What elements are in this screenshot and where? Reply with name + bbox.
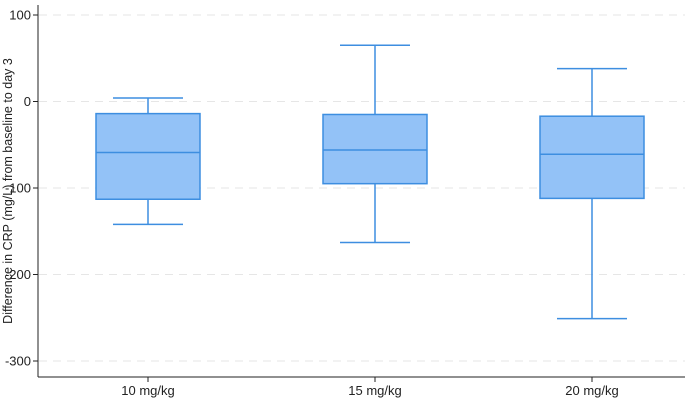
x-tick-label: 15 mg/kg [348, 383, 401, 398]
y-tick-label: 0 [24, 94, 31, 109]
x-tick-label: 20 mg/kg [565, 383, 618, 398]
y-tick-label: -300 [5, 354, 31, 369]
y-axis-ticks: 100 0 -100 -200 -300 [5, 8, 38, 369]
box-1 [95, 97, 201, 226]
interquartile-box [539, 115, 645, 200]
x-tick-label: 10 mg/kg [121, 383, 174, 398]
x-axis-ticks: 10 mg/kg 15 mg/kg 20 mg/kg [121, 377, 619, 398]
y-tick-label: 100 [9, 8, 31, 23]
box-2 [322, 44, 428, 244]
axes [37, 5, 685, 378]
interquartile-box [95, 112, 201, 200]
box-series [95, 44, 645, 320]
y-tick-label: -200 [5, 267, 31, 282]
interquartile-box [322, 113, 428, 185]
y-axis-title: Difference in CRP (mg/L) from baseline t… [1, 58, 15, 324]
box-3 [539, 67, 645, 320]
y-tick-label: -100 [5, 181, 31, 196]
